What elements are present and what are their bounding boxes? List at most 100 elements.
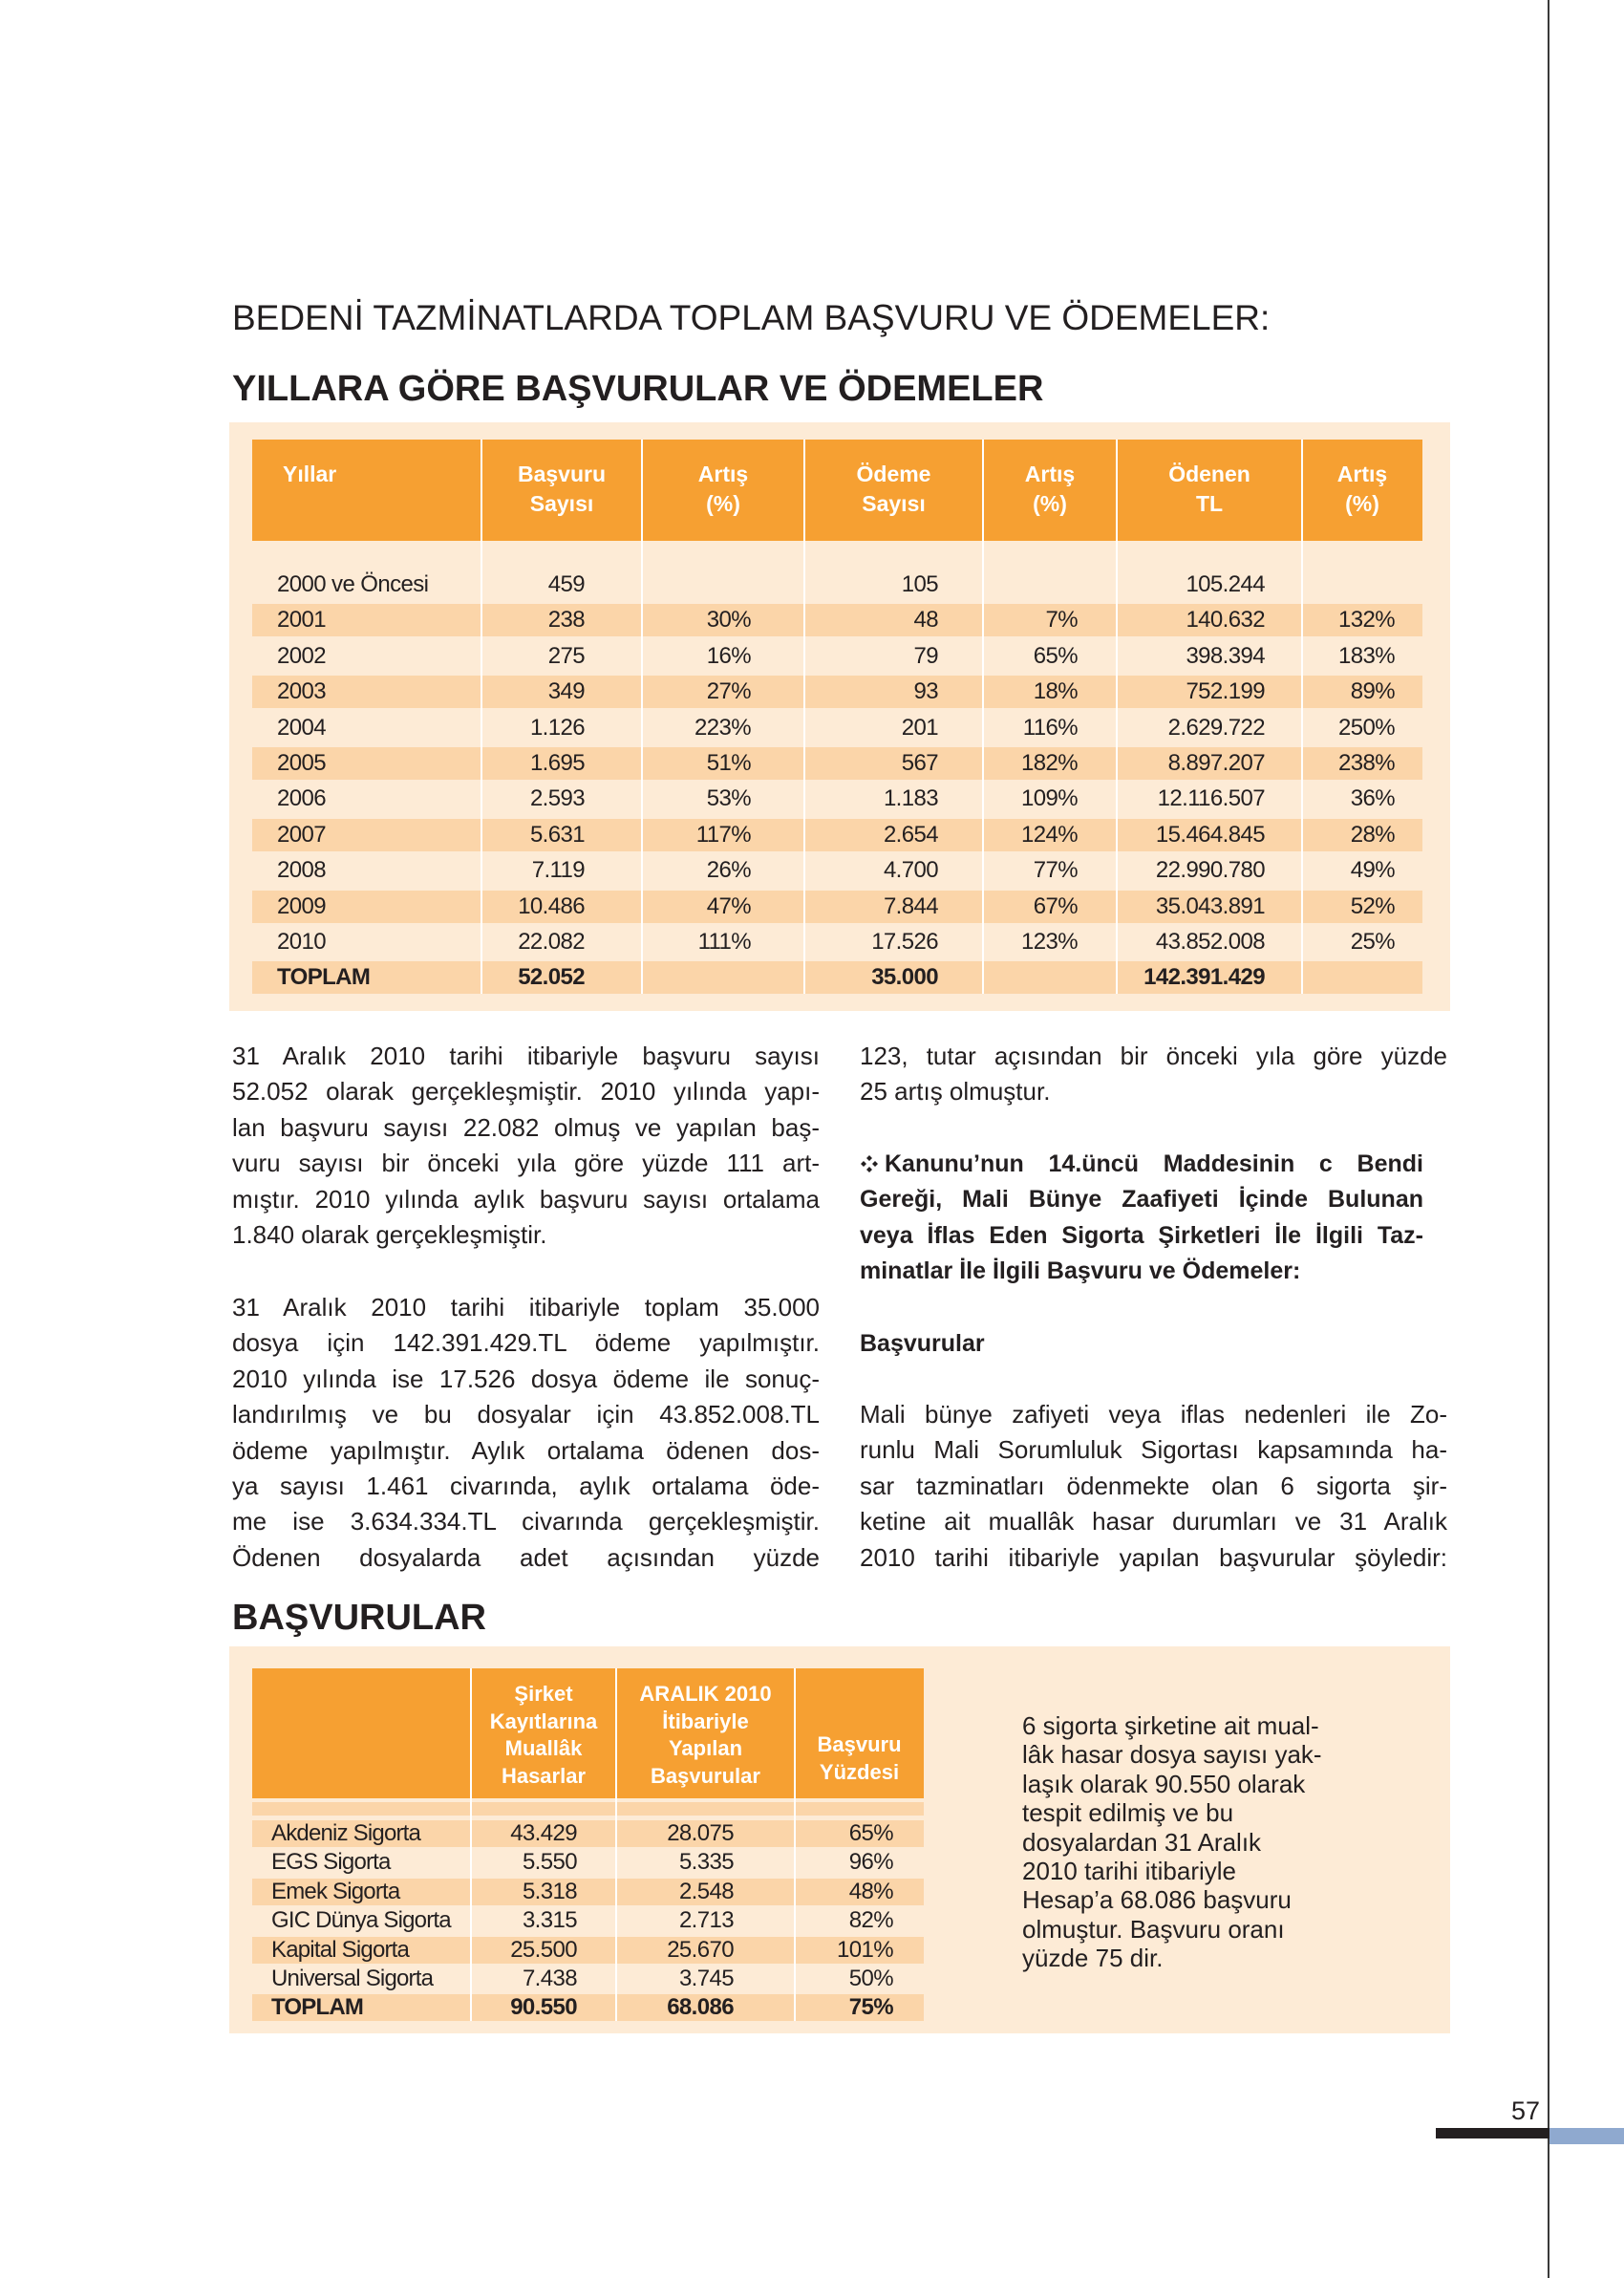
- bullet-heading: Gereği, Mali Bünye Zaafiyeti İçinde Bulu…: [860, 1186, 1423, 1214]
- table-cell: 238%: [1338, 750, 1396, 776]
- table-header-band: [252, 440, 1422, 541]
- total-cell: 142.391.429: [1143, 964, 1265, 991]
- total-cell: 75%: [848, 1994, 894, 2021]
- table-cell: 50%: [848, 1966, 894, 1991]
- table-cell: 105: [901, 571, 939, 597]
- row-label: 2002: [277, 642, 327, 669]
- table-cell: 567: [901, 750, 939, 776]
- row-label: 2000 ve Öncesi: [277, 571, 429, 597]
- column-header: Sayısı: [529, 491, 594, 516]
- column-header: Yıllar: [283, 462, 337, 486]
- column-header: TL: [1195, 491, 1224, 516]
- total-cell: 68.086: [667, 1994, 734, 2021]
- table-cell: 140.632: [1186, 607, 1265, 634]
- table-cell: 7%: [1045, 607, 1079, 634]
- table-cell: 8.897.207: [1167, 750, 1266, 776]
- margin-rule: [1548, 0, 1549, 2278]
- body-text: 2010 tarihi itibariyle yapılan başvurula…: [860, 1542, 1447, 1572]
- column-header: Artış: [697, 462, 749, 486]
- table-cell: 223%: [694, 714, 752, 741]
- table-cell: 15.464.845: [1155, 821, 1266, 848]
- row-label: 2007: [277, 821, 327, 848]
- total-cell: 35.000: [871, 964, 938, 991]
- row-label: 2008: [277, 857, 327, 884]
- table-cell: 250%: [1338, 714, 1396, 741]
- table-cell: 238: [547, 607, 586, 634]
- subheading: Başvurular: [860, 1330, 985, 1357]
- column-header: (%): [1033, 491, 1067, 516]
- body-text: dosya için 142.391.429.TL ödeme yapılmış…: [232, 1328, 820, 1358]
- table-cell: 10.486: [518, 892, 585, 919]
- table-cell: 123%: [1021, 929, 1079, 955]
- table-cell: 22.990.780: [1155, 857, 1266, 884]
- table-cell: 89%: [1350, 678, 1396, 705]
- body-text: 52.052 olarak gerçekleşmiştir. 2010 yılı…: [232, 1077, 820, 1107]
- column-divider: [615, 1668, 617, 2022]
- table-cell: 25.670: [667, 1936, 734, 1963]
- table-cell: 349: [547, 678, 586, 705]
- row-label: 2010: [277, 929, 327, 955]
- row-label: 2001: [277, 607, 327, 634]
- table-row-stripe: [252, 961, 1422, 995]
- column-divider: [1301, 440, 1303, 995]
- column-divider: [803, 440, 805, 995]
- column-header: Artış: [1024, 462, 1076, 486]
- row-label: Akdeniz Sigorta: [271, 1820, 421, 1846]
- column-header: (%): [706, 491, 740, 516]
- table-cell: 182%: [1021, 750, 1079, 776]
- column-header: Başvurular: [651, 1763, 760, 1788]
- table-cell: 116%: [1022, 714, 1079, 741]
- page-title: BEDENİ TAZMİNATLARDA TOPLAM BAŞVURU VE Ö…: [232, 298, 1271, 337]
- body-text: 25 artış olmuştur.: [860, 1077, 1051, 1107]
- table-cell: 22.082: [518, 929, 585, 955]
- table-cell: 27%: [706, 678, 752, 705]
- table-cell: 65%: [1033, 642, 1079, 669]
- body-text: 123, tutar açısından bir önceki yıla gör…: [860, 1042, 1447, 1070]
- table-cell: 79: [913, 642, 939, 669]
- table-cell: 2.713: [678, 1907, 735, 1934]
- table-cell: 3.315: [522, 1907, 578, 1934]
- row-label: 2009: [277, 892, 327, 919]
- row-label: Kapital Sigorta: [271, 1936, 410, 1963]
- table-cell: 28.075: [667, 1820, 734, 1846]
- table-cell: 43.852.008: [1155, 929, 1266, 955]
- table-cell: 16%: [706, 642, 752, 669]
- column-header: Ödeme: [856, 462, 931, 486]
- column-header: Başvuru: [817, 1732, 902, 1756]
- table-cell: 117%: [695, 821, 752, 848]
- table-cell: 183%: [1338, 642, 1396, 669]
- side-note: dosyalardan 31 Aralık: [1022, 1827, 1262, 1857]
- table-cell: 5.318: [522, 1878, 578, 1904]
- table-cell: 7.119: [531, 857, 586, 884]
- row-label: EGS Sigorta: [271, 1849, 391, 1876]
- table-cell: 111%: [697, 929, 752, 955]
- row-label: Universal Sigorta: [271, 1966, 434, 1991]
- table-cell: 2.593: [529, 785, 586, 812]
- table-cell: 3.745: [678, 1966, 735, 1991]
- body-text: lan başvuru sayısı 22.082 olmuş ve yapıl…: [232, 1112, 820, 1142]
- side-note: tespit edilmiş ve bu: [1022, 1798, 1234, 1828]
- table-row-stripe: [252, 747, 1422, 780]
- table-cell: 7.438: [522, 1966, 578, 1991]
- section-title: BAŞVURULAR: [232, 1598, 486, 1638]
- table-cell: 53%: [706, 785, 752, 812]
- row-label: 2003: [277, 678, 327, 705]
- column-divider: [982, 440, 984, 995]
- table-row-stripe: [252, 604, 1422, 637]
- table-cell: 105.244: [1186, 571, 1265, 597]
- body-text: ketine ait muallâk hasar durumları ve 31…: [860, 1507, 1447, 1537]
- body-text: Ödenen dosyalarda adet açısından yüzde: [232, 1542, 820, 1572]
- table-cell: 93: [913, 678, 939, 705]
- table-row-stripe: [252, 1878, 924, 1905]
- table-cell: 18%: [1033, 678, 1079, 705]
- table-cell: 17.526: [871, 929, 938, 955]
- body-text: runlu Mali Sorumluluk Sigortası kapsamın…: [860, 1435, 1447, 1465]
- table-cell: 275: [547, 642, 586, 669]
- table-cell: 30%: [706, 607, 752, 634]
- side-note: 6 sigorta şirketine ait mual-: [1022, 1711, 1319, 1740]
- column-header: Hasarlar: [501, 1763, 587, 1788]
- table-cell: 2.654: [883, 821, 939, 848]
- table-cell: 12.116.507: [1157, 785, 1266, 812]
- row-label: GIC Dünya Sigorta: [271, 1907, 452, 1934]
- column-header: Yüzdesi: [819, 1759, 900, 1784]
